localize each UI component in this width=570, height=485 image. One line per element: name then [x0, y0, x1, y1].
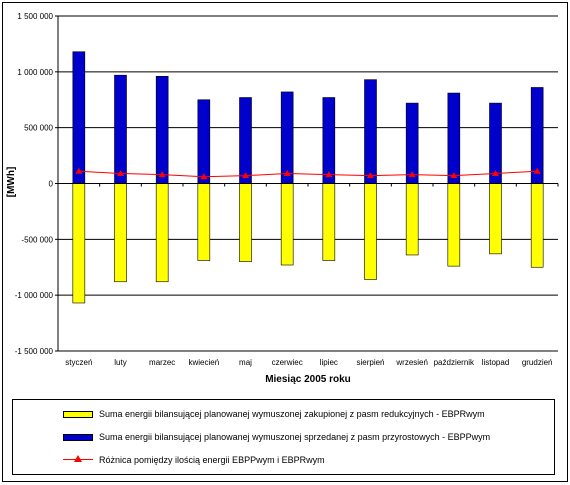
- difference-point-5: [283, 169, 291, 176]
- bar-ebppwym-6: [322, 97, 336, 184]
- bar-ebprwym-10: [489, 183, 502, 255]
- axes: 1 500 000 1 000 000 500 000 0 -500 000 -1 000…: [15, 12, 559, 367]
- x-tick-label: kwiecień: [188, 358, 219, 367]
- y-tick-label: 1 500 000: [17, 12, 53, 21]
- y-tick-label: -1 500 000: [15, 347, 54, 356]
- legend: Suma energii bilansującej planowanej wym…: [12, 399, 555, 475]
- bar-ebprwym-6: [322, 183, 336, 261]
- difference-point-10: [492, 169, 499, 176]
- legend-swatch-blue: [63, 433, 93, 441]
- bar-ebppwym-2: [155, 76, 169, 184]
- x-tick-label: lipiec: [320, 358, 338, 367]
- legend-item-ebppwym: Suma energii bilansującej planowanej wym…: [13, 430, 490, 444]
- y-tick-label: -1 000 000: [15, 291, 54, 300]
- bar-ebprwym-2: [155, 183, 169, 283]
- difference-point-7: [367, 172, 374, 179]
- chart: 1 500 000 1 000 000 500 000 0 -500 000 -1 000…: [6, 12, 559, 385]
- y-tick-label: 1 000 000: [17, 68, 53, 77]
- difference-point-4: [242, 172, 249, 179]
- difference-line: [75, 167, 541, 180]
- difference-point-9: [450, 172, 458, 179]
- difference-point-11: [533, 167, 541, 174]
- y-axis-title: [MWh]: [6, 167, 17, 198]
- difference-series-line: [78, 170, 538, 178]
- x-tick-label: listopad: [482, 358, 510, 367]
- bar-ebprwym-1: [114, 183, 127, 283]
- bar-ebprwym-0: [72, 183, 86, 304]
- bar-ebprwym-3: [197, 183, 211, 261]
- difference-point-1: [117, 169, 124, 176]
- bar-ebppwym-0: [72, 51, 86, 184]
- x-tick-label: maj: [239, 358, 252, 367]
- legend-item-difference: Różnica pomiędzy ilością energii EBPPwym…: [13, 453, 325, 467]
- legend-label: Suma energii bilansującej planowanej wym…: [99, 432, 491, 442]
- x-tick-label: marzec: [149, 358, 175, 367]
- legend-label: Suma energii bilansującej planowanej wym…: [99, 409, 485, 419]
- bar-ebprwym-8: [405, 183, 419, 256]
- difference-point-3: [200, 173, 208, 180]
- bar-ebppwym-9: [447, 92, 461, 184]
- difference-point-6: [325, 171, 333, 178]
- bar-ebppwym-7: [364, 79, 377, 184]
- bar-ebppwym-1: [114, 74, 127, 184]
- x-tick-label: wrzesień: [395, 358, 428, 367]
- x-axis-title: Miesiąc 2005 roku: [265, 374, 351, 385]
- bar-ebprwym-11: [530, 183, 544, 268]
- x-tick-label: luty: [114, 358, 126, 367]
- legend-item-ebprwym: Suma energii bilansującej planowanej wym…: [13, 407, 485, 421]
- x-tick-label: grudzień: [522, 358, 553, 367]
- difference-point-0: [75, 167, 83, 174]
- x-tick-label: październik: [434, 358, 475, 367]
- legend-swatch-yellow: [63, 410, 93, 418]
- x-tick-label: czerwiec: [272, 358, 303, 367]
- bars: [72, 51, 544, 304]
- difference-point-2: [158, 171, 166, 178]
- legend-line-marker: [63, 455, 93, 465]
- bar-ebppwym-4: [239, 97, 252, 184]
- bar-ebprwym-4: [239, 183, 252, 262]
- difference-point-8: [408, 171, 416, 178]
- gridlines: [58, 15, 558, 352]
- x-tick-label: styczeń: [65, 358, 92, 367]
- bar-ebprwym-9: [447, 183, 461, 267]
- bar-ebprwym-5: [280, 183, 294, 266]
- bar-ebppwym-5: [280, 91, 294, 184]
- legend-label: Różnica pomiędzy ilością energii EBPPwym…: [99, 455, 325, 465]
- bar-ebppwym-3: [197, 99, 211, 184]
- y-tick-label: 500 000: [24, 124, 53, 133]
- y-tick-label: 0: [49, 180, 54, 189]
- x-tick-label: sierpień: [356, 358, 384, 367]
- bar-ebprwym-7: [364, 183, 377, 280]
- y-tick-label: -500 000: [21, 235, 53, 244]
